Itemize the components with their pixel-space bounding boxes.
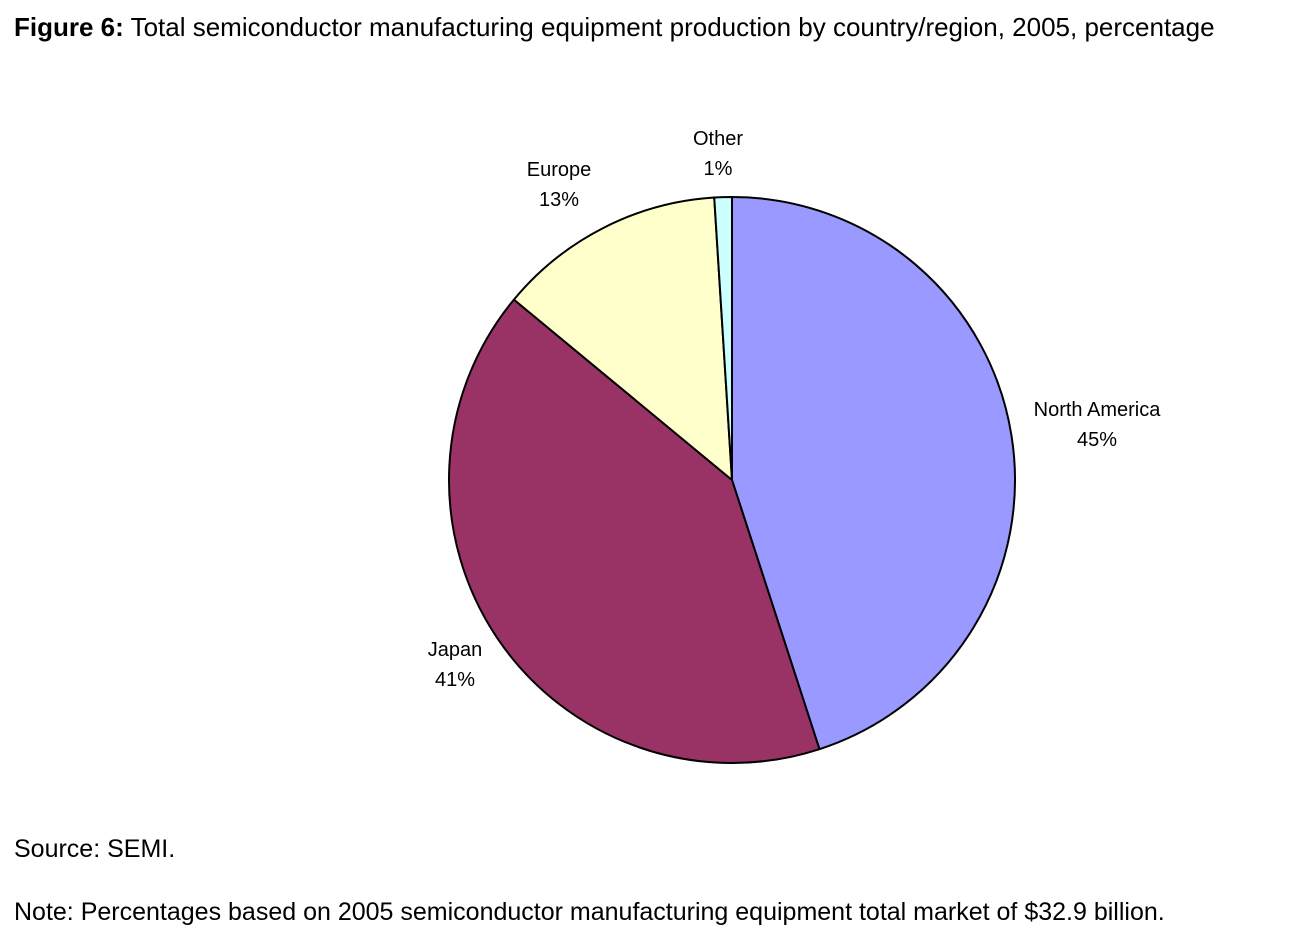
slice-label-europe: Europe — [527, 159, 592, 181]
pie-slice-europe — [512, 196, 733, 481]
slice-label-other: Other — [693, 128, 743, 150]
slice-value-europe: 13% — [539, 189, 579, 211]
pie-slices — [448, 196, 1016, 764]
slice-label-north-america: North America — [1034, 399, 1162, 421]
figure-title: Figure 6: Total semiconductor manufactur… — [14, 10, 1215, 44]
figure-label: Figure 6: — [14, 12, 124, 42]
slice-label-japan: Japan — [428, 639, 483, 661]
source-note: Source: SEMI. — [14, 835, 176, 863]
pie-slice-north-america — [731, 196, 1016, 751]
slice-value-japan: 41% — [435, 669, 475, 691]
footnote: Note: Percentages based on 2005 semicond… — [14, 898, 1165, 926]
pie-slice-other — [713, 196, 733, 481]
slice-value-other: 1% — [704, 158, 733, 180]
slice-value-north-america: 45% — [1077, 429, 1117, 451]
pie-labels: North America 45% Japan 41% Europe 13% Other 1% — [428, 128, 1161, 691]
figure-title-text: Total semiconductor manufacturing equipm… — [130, 12, 1215, 42]
pie-slice-japan — [448, 298, 821, 764]
